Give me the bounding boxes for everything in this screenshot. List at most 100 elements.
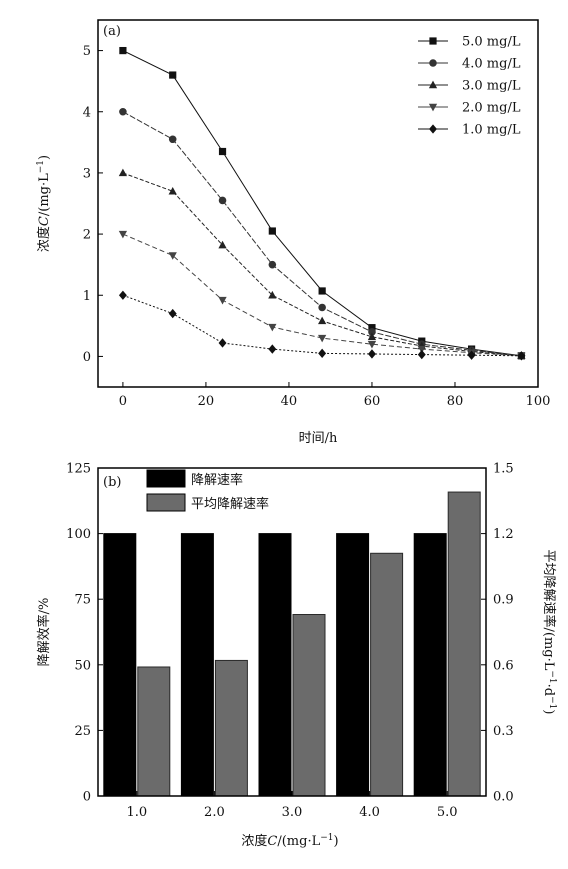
y-tick-label: 5 bbox=[83, 44, 91, 59]
right-y-tick-label: 0.0 bbox=[493, 790, 514, 805]
panel-label: (b) bbox=[103, 475, 121, 490]
right-y-tick-label: 1.5 bbox=[493, 462, 514, 477]
data-point bbox=[119, 46, 127, 55]
x-axis-label-unit: /(mg·L bbox=[277, 834, 320, 849]
right-y-axis-label-sup2: −1 bbox=[547, 696, 557, 709]
y-axis-label: 浓度C/(mg·L−1) bbox=[36, 155, 52, 252]
left-y-tick-label: 125 bbox=[66, 462, 91, 477]
y-tick-label: 2 bbox=[83, 228, 91, 243]
left-y-tick-label: 0 bbox=[83, 790, 91, 805]
bar-removal-efficiency bbox=[258, 533, 292, 797]
line-chart-panel: (a) 0 20 40 60 80 100 0 1 2 3 4 5 5.0 mg/L 4.0 mg/L 3… bbox=[36, 19, 551, 446]
x-axis-label-var: C bbox=[267, 834, 277, 849]
left-y-axis-label: 降解效率/% bbox=[36, 598, 52, 667]
data-point bbox=[318, 316, 327, 325]
data-point bbox=[268, 344, 277, 354]
right-y-axis-label-sup1: −1 bbox=[547, 670, 557, 683]
bar-removal-efficiency bbox=[103, 533, 137, 797]
legend-label: 降解速率 bbox=[191, 472, 243, 488]
data-point bbox=[318, 287, 326, 295]
bar-removal-efficiency bbox=[336, 533, 370, 797]
y-axis-label-var: C bbox=[37, 216, 52, 226]
right-y-axis-label-mid: ·d bbox=[541, 684, 556, 696]
y-tick-label: 3 bbox=[83, 166, 91, 181]
left-y-tick-label: 75 bbox=[74, 593, 91, 608]
panel-label: (a) bbox=[103, 24, 121, 39]
right-y-tick-label: 1.2 bbox=[493, 527, 514, 542]
legend-label: 平均降解速率 bbox=[191, 496, 269, 512]
data-point bbox=[218, 240, 227, 249]
data-point bbox=[368, 349, 376, 359]
data-point bbox=[318, 348, 327, 359]
x-axis-label: 时间/h bbox=[299, 431, 338, 446]
x-tick-label: 20 bbox=[198, 394, 215, 409]
data-point bbox=[368, 328, 376, 336]
legend-label: 3.0 mg/L bbox=[462, 79, 521, 94]
legend-marker bbox=[428, 103, 438, 112]
legend-marker bbox=[429, 124, 437, 134]
data-point bbox=[118, 168, 128, 177]
data-point bbox=[218, 338, 227, 348]
x-tick-label: 80 bbox=[447, 394, 464, 409]
data-point bbox=[367, 340, 377, 349]
legend-marker bbox=[429, 37, 437, 45]
y-axis-label-unit: /(mg·L bbox=[37, 173, 52, 216]
x-tick-label: 100 bbox=[526, 394, 551, 409]
legend-marker bbox=[428, 80, 438, 89]
right-y-axis-label-main: 平均降解速率/(mg·L bbox=[541, 550, 557, 671]
x-axis-label: 浓度C/(mg·L−1) bbox=[241, 833, 338, 849]
y-tick-label: 1 bbox=[83, 289, 91, 304]
data-point bbox=[218, 296, 227, 305]
data-point bbox=[318, 303, 326, 312]
data-point bbox=[119, 107, 127, 116]
legend-marker bbox=[429, 59, 437, 67]
data-point bbox=[368, 324, 376, 332]
data-point bbox=[168, 252, 177, 260]
bar-removal-efficiency bbox=[413, 533, 447, 797]
data-point bbox=[168, 186, 177, 195]
right-y-tick-label: 0.6 bbox=[493, 658, 514, 673]
right-y-axis-label-close: ) bbox=[541, 709, 556, 714]
bar-average-rate bbox=[447, 491, 481, 797]
legend-label: 5.0 mg/L bbox=[462, 35, 521, 50]
x-tick-label: 5.0 bbox=[437, 805, 458, 820]
data-point bbox=[367, 332, 377, 341]
y-tick-label: 0 bbox=[83, 350, 91, 365]
legend-label: 1.0 mg/L bbox=[462, 123, 521, 138]
bar-average-rate bbox=[214, 659, 248, 797]
data-point bbox=[118, 230, 128, 239]
left-y-tick-label: 25 bbox=[74, 724, 91, 739]
x-tick-label: 2.0 bbox=[204, 805, 225, 820]
x-tick-label: 40 bbox=[281, 394, 298, 409]
bar-average-rate bbox=[292, 614, 326, 797]
data-point bbox=[169, 71, 177, 79]
data-point bbox=[417, 349, 426, 360]
data-point bbox=[268, 227, 276, 235]
y-tick-label: 4 bbox=[83, 105, 91, 120]
plot-frame bbox=[97, 19, 539, 388]
x-axis-label-sup: −1 bbox=[320, 833, 333, 843]
y-axis-label-sup: −1 bbox=[36, 160, 46, 173]
x-tick-label: 0 bbox=[119, 394, 127, 409]
x-axis-label-main: 浓度 bbox=[241, 833, 267, 849]
legend-label: 4.0 mg/L bbox=[462, 57, 521, 72]
series-line bbox=[122, 294, 522, 357]
legend-swatch bbox=[146, 469, 186, 488]
data-point bbox=[168, 135, 177, 144]
right-y-tick-label: 0.3 bbox=[493, 724, 514, 739]
data-point bbox=[268, 290, 277, 299]
x-tick-label: 3.0 bbox=[282, 805, 303, 820]
x-tick-label: 1.0 bbox=[126, 805, 147, 820]
y-axis-label-main: 浓度 bbox=[36, 226, 52, 252]
data-point bbox=[417, 345, 426, 354]
x-tick-label: 60 bbox=[364, 394, 381, 409]
data-point bbox=[218, 147, 227, 156]
legend-swatch bbox=[146, 493, 186, 512]
legend-label: 2.0 mg/L bbox=[462, 101, 521, 116]
bar-removal-efficiency bbox=[180, 533, 214, 797]
right-y-tick-label: 0.9 bbox=[493, 593, 514, 608]
data-point bbox=[118, 290, 127, 300]
data-point bbox=[517, 351, 526, 361]
data-point bbox=[218, 196, 227, 205]
